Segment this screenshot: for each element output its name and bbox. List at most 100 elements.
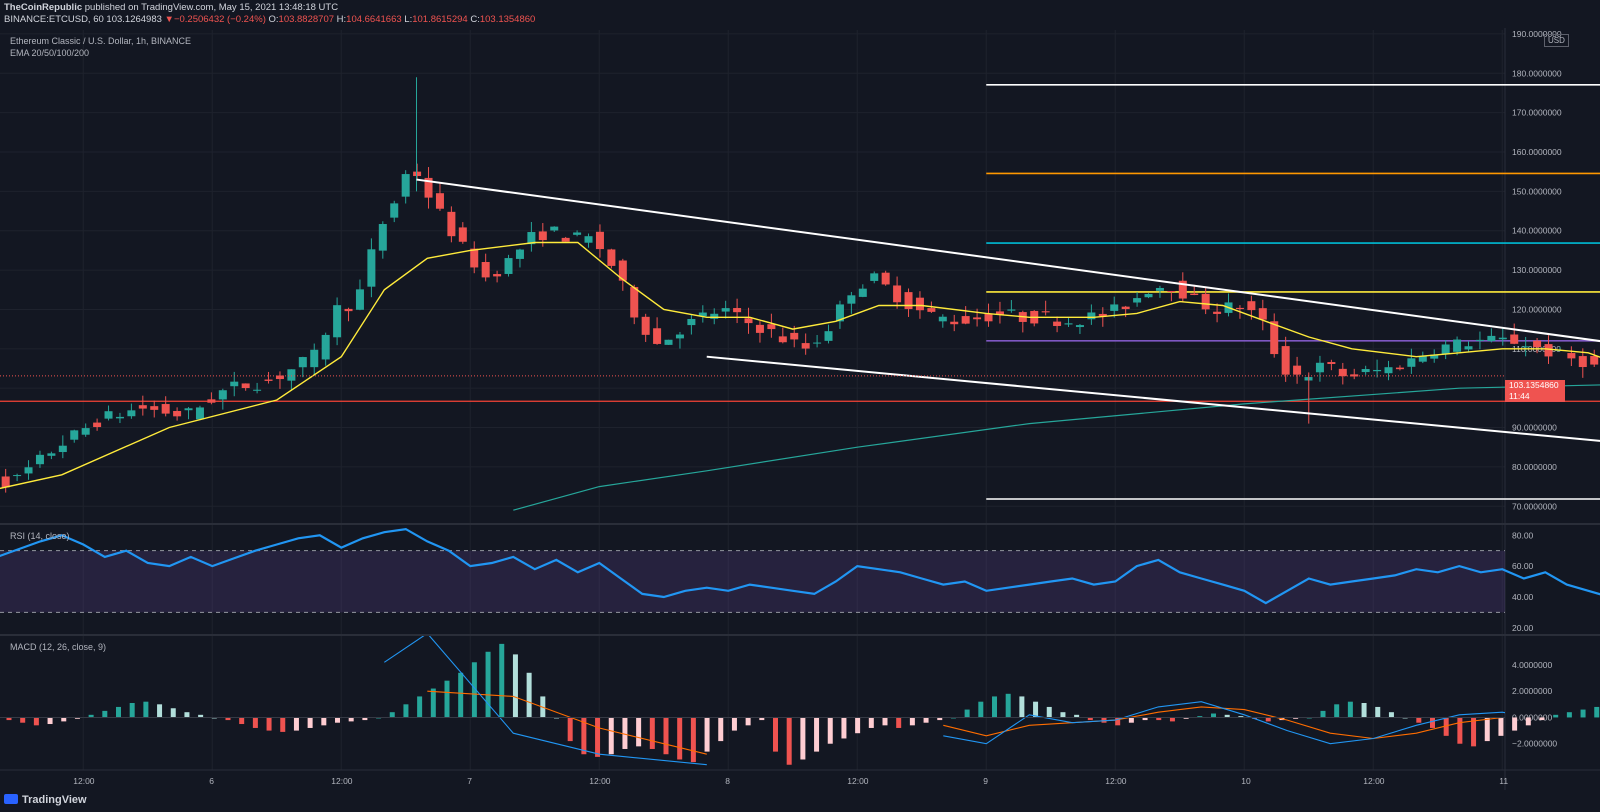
macd-histogram-bar [937,717,943,721]
macd-histogram-bar [622,717,628,749]
candle-body [298,357,307,368]
candle-body [515,249,524,259]
macd-histogram-bar [978,701,984,718]
macd-histogram-bar [718,717,724,742]
candle-body [161,404,170,414]
macd-histogram-bar [690,717,696,763]
candle-body [721,308,730,312]
macd-histogram-bar [1183,717,1189,719]
time-tick-label: 7 [467,776,472,786]
candle-body [550,226,559,231]
macd-histogram-bar [444,680,450,718]
low-value: 101.8615294 [412,14,468,25]
candle-body [824,331,833,341]
rsi-tick-label: 40.00 [1512,592,1534,602]
macd-signal-line [427,690,707,755]
channel-trendline [706,355,1600,442]
price-tick-label: 140.0000000 [1512,226,1562,236]
candle-body [870,273,879,281]
candle-body [1475,339,1484,341]
price-tick-label: 130.0000000 [1512,265,1562,275]
candle-body [858,288,867,297]
time-tick-label: 9 [983,776,988,786]
macd-tick-label: 0.0000000 [1512,712,1552,722]
macd-histogram-bar [1566,712,1572,718]
candle-body [1075,325,1084,328]
time-tick-label: 12:00 [73,776,95,786]
macd-histogram-bar [430,688,436,718]
macd-histogram-bar [362,717,368,721]
macd-histogram-bar [1074,714,1080,718]
macd-legend[interactable]: MACD (12, 26, close, 9) [10,642,107,652]
candle-body [835,304,844,322]
candle-body [1258,308,1267,320]
price-tick-label: 160.0000000 [1512,147,1562,157]
candle-body [1350,374,1359,377]
candle-body [790,332,799,340]
candle-body [195,407,204,420]
candle-body [447,211,456,237]
candle-body [184,408,193,411]
macd-histogram-bar [321,717,327,726]
macd-histogram-bar [1211,713,1216,718]
macd-histogram-bar [335,717,340,723]
macd-histogram-bar [882,717,888,726]
candle-body [1533,340,1542,348]
time-tick-label: 6 [209,776,214,786]
macd-histogram-bar [1046,706,1052,718]
price-tick-label: 90.0000000 [1512,423,1557,433]
symbol-line: BINANCE:ETCUSD, 60 [4,14,104,25]
candle-body [1418,355,1427,362]
candle-body [1544,344,1553,357]
candle-body [390,203,399,218]
macd-histogram-bar [1416,717,1422,723]
macd-histogram-bar [786,717,792,765]
author-name[interactable]: TheCoinRepublic [4,2,83,13]
macd-histogram-bar [1197,716,1203,718]
macd-histogram-bar [608,717,614,755]
macd-histogram-bar [157,704,163,718]
macd-histogram-bar [1156,717,1162,721]
candle-body [401,174,410,197]
time-tick-label: 12:00 [1105,776,1127,786]
candle-body [973,317,982,320]
candle-body [424,177,433,198]
candle-body [493,274,502,277]
macd-histogram-bar [129,703,135,718]
macd-histogram-bar [1512,717,1518,731]
candle-body [1064,323,1073,325]
ema-legend[interactable]: EMA 20/50/100/200 [10,48,90,58]
macd-histogram-bar [814,717,820,752]
time-tick-label: 11 [1499,776,1508,786]
macd-histogram-bar [1457,717,1463,744]
macd-histogram-bar [6,717,12,721]
candle-body [115,416,124,419]
candle-body [687,318,696,326]
candle-body [710,313,719,319]
macd-tick-label: 2.0000000 [1512,686,1552,696]
candle-body [81,428,90,435]
time-tick-label: 8 [725,776,730,786]
candle-body [104,411,113,419]
candle-body [893,285,902,303]
currency-badge[interactable]: USD [1544,34,1569,47]
macd-histogram-bar [1293,717,1299,719]
candle-body [367,249,376,287]
macd-histogram-bar [1539,717,1545,721]
macd-histogram-bar [403,704,409,718]
macd-histogram-bar [389,712,395,718]
candle-body [138,405,147,409]
rsi-legend[interactable]: RSI (14, close) [10,531,70,541]
candle-body [573,232,582,235]
rsi-band-fill [0,550,1505,613]
tradingview-logo[interactable]: TradingView [4,794,87,806]
candle-body [984,313,993,322]
macd-histogram-bar [102,710,108,718]
candle-body [607,249,616,266]
candle-body [275,375,284,380]
macd-histogram-bar [1498,717,1504,736]
candle-body [641,316,650,335]
candle-body [1053,321,1062,327]
macd-histogram-bar [1334,704,1340,718]
